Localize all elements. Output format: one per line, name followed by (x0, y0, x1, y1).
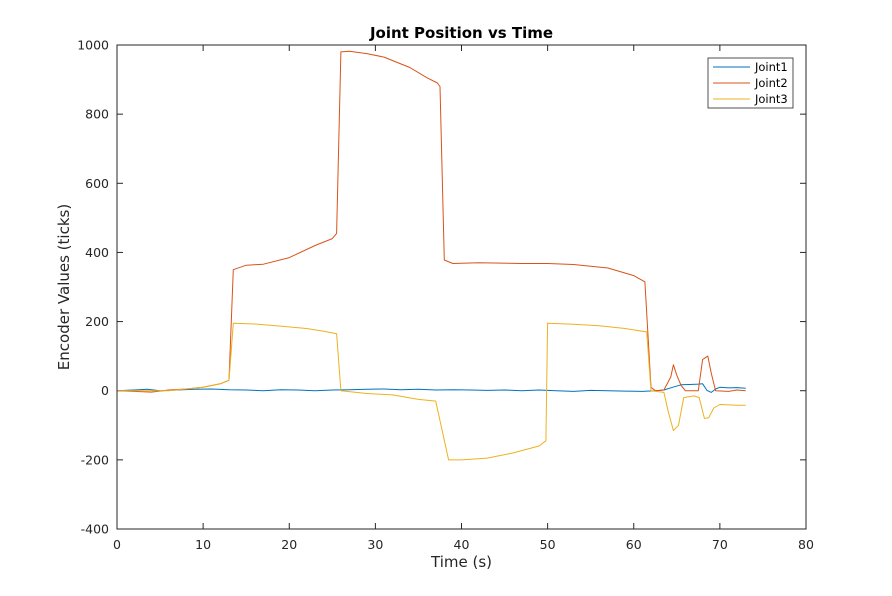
x-tick-label: 20 (281, 537, 297, 552)
chart-title: Joint Position vs Time (369, 24, 553, 42)
series-line-joint1 (116, 383, 746, 393)
y-tick-label: 1000 (77, 38, 109, 53)
y-tick-label: -400 (81, 522, 109, 537)
legend: Joint1 Joint2 Joint3 (707, 57, 794, 109)
legend-label-joint3: Joint3 (754, 92, 788, 106)
y-tick-label: 600 (85, 176, 109, 191)
series-line-joint3 (117, 322, 746, 461)
y-tick-label: 400 (85, 245, 109, 260)
x-axis-label: Time (s) (430, 553, 492, 571)
series-line-joint2 (116, 50, 746, 393)
x-tick-label: 70 (712, 537, 728, 552)
plot-area (117, 45, 806, 529)
legend-label-joint2: Joint2 (754, 76, 788, 90)
y-tick-label: 200 (85, 314, 109, 329)
x-tick-label: 80 (798, 537, 814, 552)
x-tick-label: 30 (367, 537, 383, 552)
y-tick-label: 800 (85, 107, 109, 122)
y-axis-label: Encoder Values (ticks) (55, 204, 73, 370)
y-tick-label: -200 (81, 452, 109, 467)
plot-frame (116, 44, 807, 530)
legend-label-joint1: Joint1 (754, 60, 788, 74)
x-tick-label: 40 (454, 537, 470, 552)
x-tick-label: 0 (113, 537, 121, 552)
y-tick-label: 0 (101, 383, 109, 398)
x-tick-label: 60 (626, 537, 642, 552)
x-tick-label: 50 (540, 537, 556, 552)
x-tick-label: 10 (195, 537, 211, 552)
